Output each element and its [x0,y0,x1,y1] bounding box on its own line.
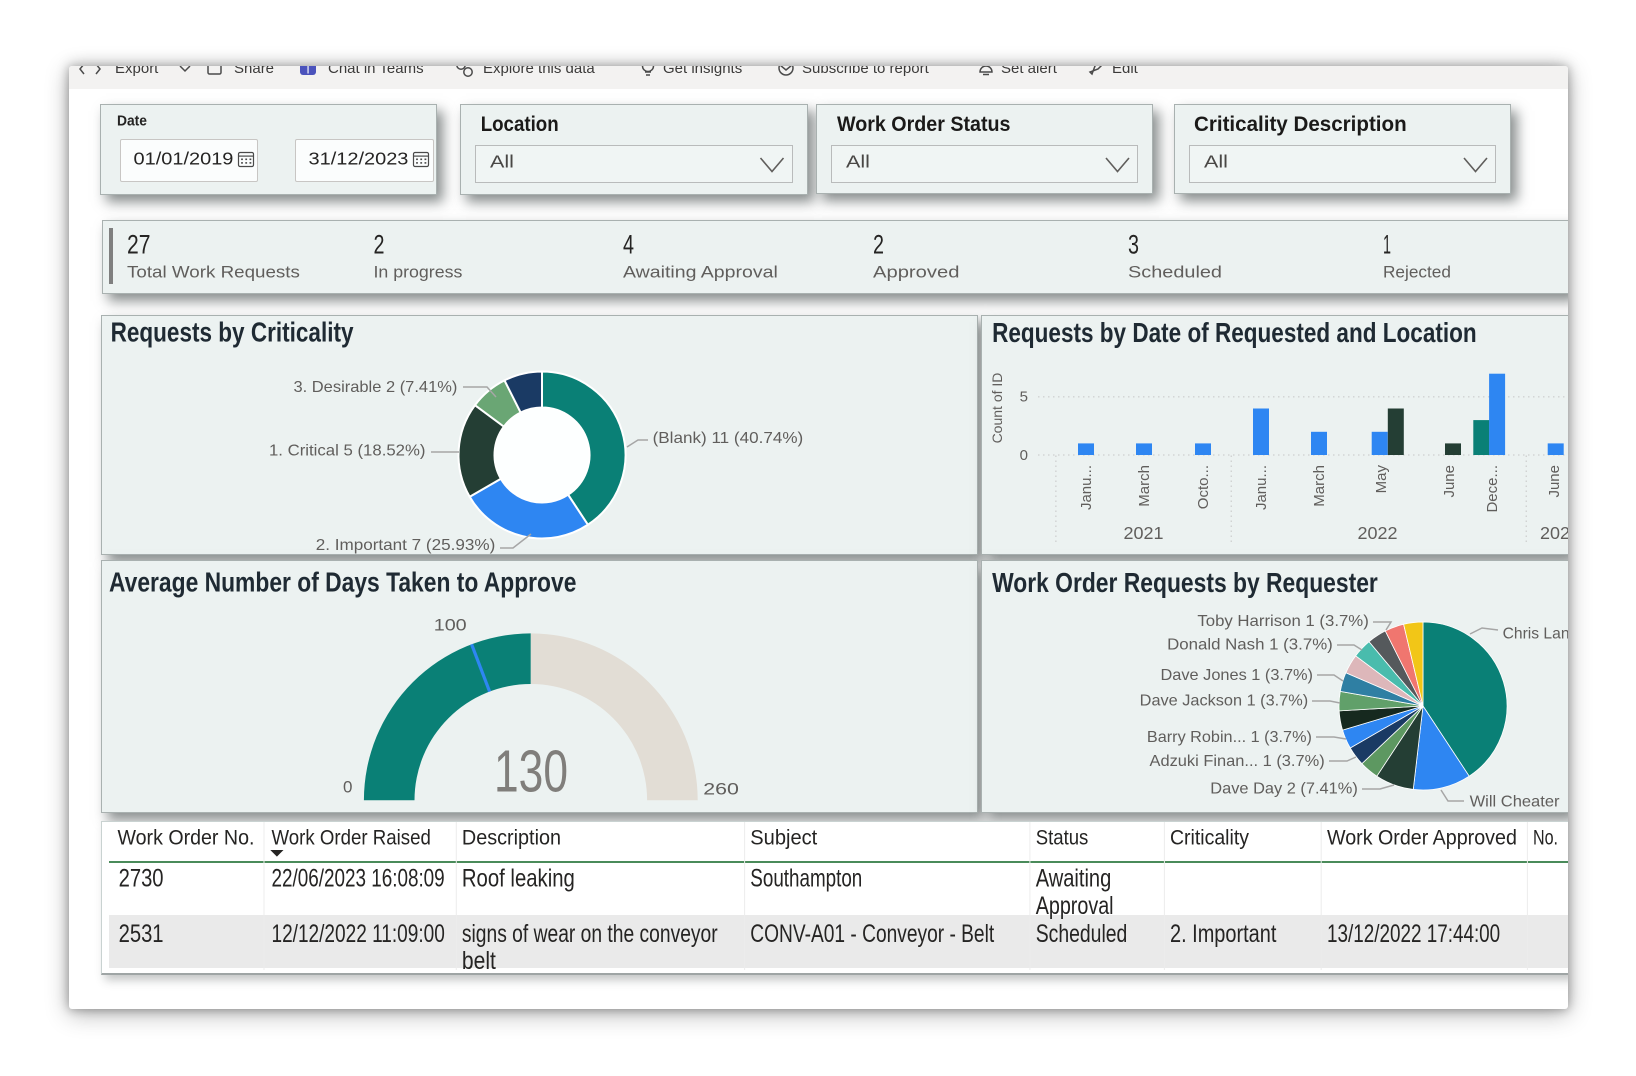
svg-text:Octo...: Octo... [1195,465,1212,509]
svg-text:All: All [490,152,514,172]
svg-text:Approved: Approved [873,262,959,281]
svg-text:2021: 2021 [1124,523,1164,543]
svg-text:Scheduled: Scheduled [1036,920,1128,948]
svg-text:Scheduled: Scheduled [1128,262,1222,281]
svg-text:2022: 2022 [1358,523,1398,543]
svg-text:Status: Status [1036,827,1089,850]
svg-text:Dave Jones 1 (3.7%): Dave Jones 1 (3.7%) [1161,666,1313,684]
svg-text:01/01/2019: 01/01/2019 [134,149,234,169]
svg-text:Dave Day 2 (7.41%): Dave Day 2 (7.41%) [1210,780,1357,798]
svg-text:Export: Export [115,60,159,77]
svg-text:Share: Share [234,60,274,77]
svg-text:2. Important: 2. Important [1170,920,1277,948]
svg-text:Average Number of Days Taken t: Average Number of Days Taken to Approve [109,567,576,598]
svg-text:Explore this data: Explore this data [483,60,595,77]
svg-text:Adzuki Finan... 1 (3.7%): Adzuki Finan... 1 (3.7%) [1150,752,1325,770]
svg-text:March: March [1136,465,1153,507]
svg-text:22/06/2023 16:08:09: 22/06/2023 16:08:09 [272,864,445,892]
svg-text:3. Desirable 2 (7.41%): 3. Desirable 2 (7.41%) [293,378,457,396]
svg-text:Work Order Raised: Work Order Raised [272,827,431,850]
svg-text:Dave Jackson 1 (3.7%): Dave Jackson 1 (3.7%) [1140,692,1309,710]
svg-text:Rejected: Rejected [1383,263,1451,282]
svg-text:Subscribe to report: Subscribe to report [802,60,930,77]
svg-text:Requests by Date of Requested: Requests by Date of Requested and Locati… [992,318,1477,349]
svg-text:3: 3 [1128,230,1139,260]
svg-text:June: June [1441,465,1458,498]
svg-text:In progress: In progress [374,262,463,282]
svg-text:Location: Location [481,113,559,136]
svg-text:Janu...: Janu... [1253,465,1270,510]
svg-text:Work Order No.: Work Order No. [118,827,255,850]
svg-text:0: 0 [343,778,352,797]
svg-text:130: 130 [494,740,568,806]
svg-text:Total Work Requests: Total Work Requests [127,263,300,282]
svg-text:Work Order Approved: Work Order Approved [1327,827,1517,850]
svg-text:Roof leaking: Roof leaking [462,864,575,893]
svg-text:All: All [1204,152,1228,172]
svg-text:Chat in Teams: Chat in Teams [328,60,424,77]
svg-text:Southampton: Southampton [750,864,862,892]
svg-text:2531: 2531 [119,919,164,948]
svg-text:12/12/2022 11:09:00: 12/12/2022 11:09:00 [272,920,445,948]
svg-text:(Blank) 11 (40.74%): (Blank) 11 (40.74%) [653,429,804,447]
svg-text:March: March [1311,465,1328,507]
svg-text:Criticality: Criticality [1170,827,1250,850]
svg-text:Work Order Status: Work Order Status [837,113,1011,136]
svg-text:Set alert: Set alert [1001,60,1058,77]
svg-text:June: June [1546,465,1563,498]
svg-text:1. Critical 5 (18.52%): 1. Critical 5 (18.52%) [269,442,426,460]
svg-text:All: All [846,152,870,172]
svg-text:Approval: Approval [1036,892,1114,920]
svg-text:Edit: Edit [1112,60,1139,77]
svg-text:Janu...: Janu... [1078,465,1095,510]
svg-text:Awaiting: Awaiting [1036,863,1112,892]
svg-text:Dece...: Dece... [1484,465,1501,513]
svg-text:13/12/2022 17:44:00: 13/12/2022 17:44:00 [1327,920,1500,948]
svg-text:100: 100 [434,615,467,634]
svg-text:Will Cheater: Will Cheater [1470,793,1561,811]
svg-text:4: 4 [623,230,634,260]
svg-text:1: 1 [1383,228,1391,259]
svg-text:2: 2 [373,230,384,260]
svg-text:Requests by Criticality: Requests by Criticality [111,317,354,348]
svg-text:260: 260 [703,780,739,798]
svg-text:31/12/2023: 31/12/2023 [309,149,409,169]
svg-text:Work Order Requests by Request: Work Order Requests by Requester [992,568,1378,599]
svg-text:Awaiting Approval: Awaiting Approval [623,262,778,281]
svg-text:T: T [304,63,312,77]
svg-text:2. Important 7 (25.93%): 2. Important 7 (25.93%) [316,536,496,554]
svg-text:0: 0 [1020,447,1028,464]
svg-text:Get insights: Get insights [663,60,742,77]
svg-text:Date: Date [117,113,147,130]
svg-text:2023: 2023 [1540,523,1580,543]
svg-text:Barry Robin... 1 (3.7%): Barry Robin... 1 (3.7%) [1147,728,1312,746]
svg-text:Count of ID: Count of ID [989,373,1005,444]
svg-text:Chris Lan: Chris Lan [1503,625,1570,642]
svg-text:No.: No. [1533,826,1558,850]
svg-text:Criticality Description: Criticality Description [1194,113,1407,136]
svg-text:Description: Description [462,827,561,850]
svg-text:May: May [1373,465,1390,494]
svg-text:belt: belt [462,946,497,974]
svg-text:2: 2 [873,230,884,260]
svg-text:Donald Nash 1 (3.7%): Donald Nash 1 (3.7%) [1167,636,1333,654]
svg-text:Toby Harrison 1 (3.7%): Toby Harrison 1 (3.7%) [1197,612,1368,630]
svg-text:2730: 2730 [119,864,164,893]
svg-text:signs of wear on the conveyor: signs of wear on the conveyor [462,920,718,948]
svg-text:5: 5 [1020,389,1028,406]
svg-text:27: 27 [127,230,150,260]
svg-text:Subject: Subject [750,826,817,850]
svg-text:CONV-A01 - Conveyor - Belt: CONV-A01 - Conveyor - Belt [750,920,995,948]
